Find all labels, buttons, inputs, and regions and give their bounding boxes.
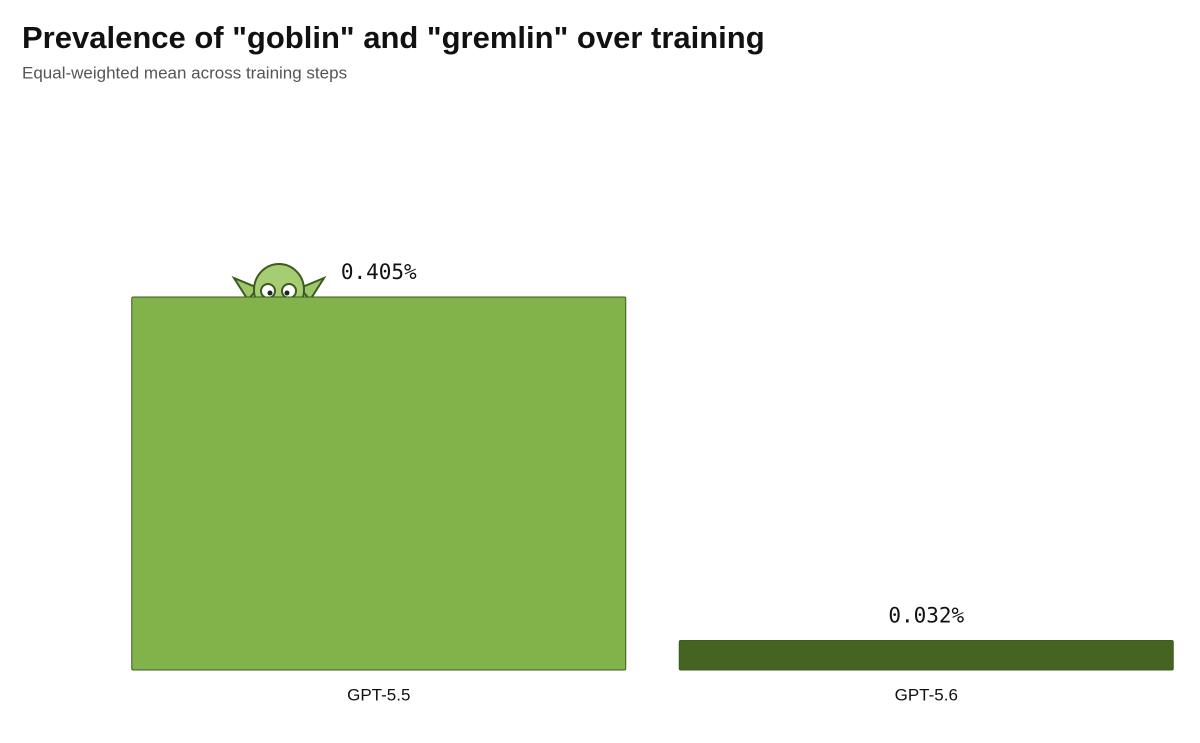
value-label: 0.405% — [341, 260, 417, 284]
bar — [131, 296, 627, 671]
chart-title: Prevalence of "goblin" and "gremlin" ove… — [22, 20, 765, 55]
bar — [678, 640, 1174, 671]
value-label: 0.032% — [888, 604, 964, 628]
chart-subtitle: Equal-weighted mean across training step… — [22, 63, 347, 82]
x-tick-label: GPT-5.5 — [347, 685, 410, 704]
x-tick-label: GPT-5.6 — [895, 685, 958, 704]
